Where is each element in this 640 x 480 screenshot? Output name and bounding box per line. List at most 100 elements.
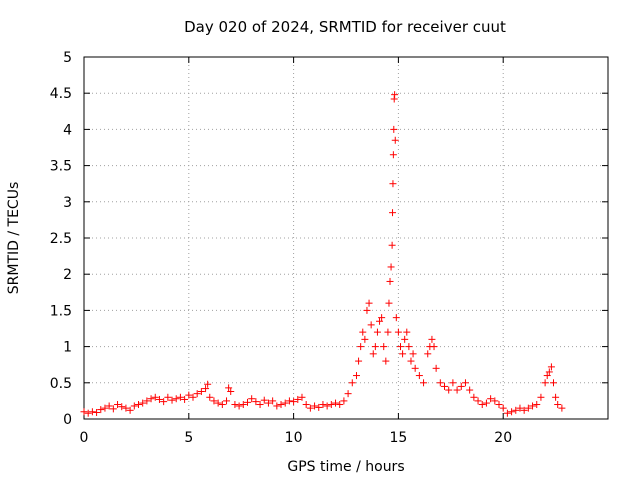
data-point (387, 263, 395, 271)
data-point (401, 335, 409, 343)
grid-lines (84, 57, 608, 419)
data-point (390, 125, 398, 133)
data-point (139, 399, 147, 407)
data-point (411, 364, 419, 372)
data-point (348, 379, 356, 387)
data-point (369, 350, 377, 358)
y-tick-label: 2 (63, 267, 72, 283)
data-point (319, 401, 327, 409)
x-tick-label: 5 (184, 430, 193, 446)
data-point (84, 409, 92, 417)
x-tick-label: 20 (494, 430, 512, 446)
data-point (478, 401, 486, 409)
data-point (430, 343, 438, 351)
data-point (277, 401, 285, 409)
data-point (409, 350, 417, 358)
data-point (396, 343, 404, 351)
data-point (306, 404, 314, 412)
data-point (405, 343, 413, 351)
data-point (143, 397, 151, 405)
y-tick-label: 1.5 (50, 303, 72, 319)
data-point (332, 399, 340, 407)
data-point (516, 404, 524, 412)
data-point (371, 343, 379, 351)
data-point (147, 395, 155, 403)
data-point (415, 372, 423, 380)
data-point (243, 398, 251, 406)
data-point (394, 328, 402, 336)
data-point (97, 406, 105, 414)
data-point (80, 408, 88, 416)
x-axis-label: GPS time / hours (287, 459, 404, 475)
data-point (550, 379, 558, 387)
x-tick-label: 0 (80, 430, 89, 446)
data-point (432, 364, 440, 372)
data-point (436, 379, 444, 387)
data-point (449, 379, 457, 387)
data-point (512, 406, 520, 414)
y-tick-label: 2.5 (50, 231, 72, 247)
data-point (101, 404, 109, 412)
data-point (547, 363, 555, 371)
data-point (185, 391, 193, 399)
data-point (202, 385, 210, 393)
data-point (399, 350, 407, 358)
data-point (109, 405, 117, 413)
data-point (214, 399, 222, 407)
data-point (176, 393, 184, 401)
data-point (520, 406, 528, 414)
data-point (273, 402, 281, 410)
data-point (294, 395, 302, 403)
data-point (231, 401, 239, 409)
data-point (252, 398, 260, 406)
x-tick-label: 15 (389, 430, 407, 446)
data-point (373, 328, 381, 336)
data-point (340, 397, 348, 405)
data-point (260, 396, 268, 404)
data-point (327, 401, 335, 409)
data-point (155, 395, 163, 403)
data-point (384, 328, 392, 336)
data-point (290, 398, 298, 406)
data-points (80, 91, 566, 417)
data-point (457, 382, 465, 390)
data-point (239, 401, 247, 409)
data-point (93, 408, 101, 416)
data-point (151, 393, 159, 401)
y-tick-label: 4.5 (50, 86, 72, 102)
plot-frame (83, 56, 609, 420)
data-point (248, 395, 256, 403)
data-point (420, 379, 428, 387)
data-point (204, 380, 212, 388)
y-tick-label: 0.5 (50, 376, 72, 392)
data-point (285, 397, 293, 405)
data-point (206, 393, 214, 401)
data-point (441, 382, 449, 390)
data-point (323, 402, 331, 410)
y-tick-label: 0 (63, 412, 72, 428)
y-tick-label: 1 (63, 340, 72, 356)
y-tick-label: 5 (63, 50, 72, 66)
data-point (537, 393, 545, 401)
data-point (302, 401, 310, 409)
y-tick-label: 3.5 (50, 159, 72, 175)
data-point (352, 372, 360, 380)
data-point (389, 180, 397, 188)
data-point (466, 386, 474, 394)
y-axis-label: SRMTID / TECUs (6, 182, 22, 295)
data-point (424, 350, 432, 358)
data-point (122, 404, 130, 412)
data-point (541, 379, 549, 387)
data-point (403, 328, 411, 336)
data-point (388, 241, 396, 249)
data-point (487, 395, 495, 403)
data-point (181, 395, 189, 403)
data-point (461, 379, 469, 387)
data-point (380, 343, 388, 351)
data-point (407, 357, 415, 365)
data-point (235, 402, 243, 410)
data-point (361, 335, 369, 343)
data-point (269, 397, 277, 405)
y-tick-label: 3 (63, 195, 72, 211)
